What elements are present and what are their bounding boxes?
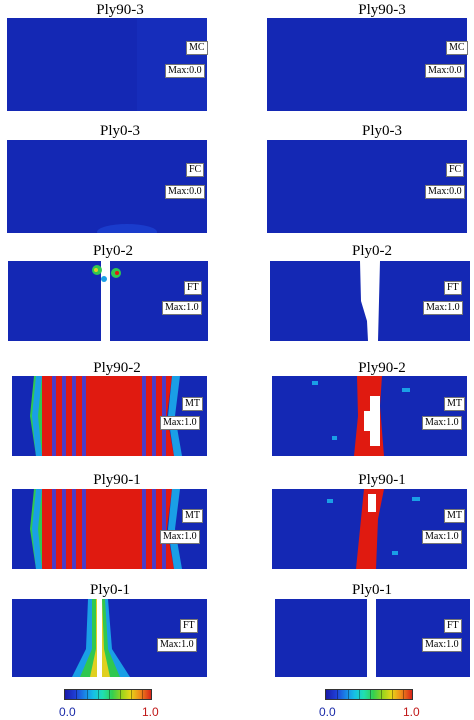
max-value-label: Max:0.0 — [165, 185, 205, 199]
max-value-label: Max:1.0 — [160, 416, 200, 430]
max-value-label: Max:1.0 — [422, 638, 462, 652]
colorbar-min-label: 0.0 — [319, 705, 336, 719]
panel-title: Ply0-3 — [361, 123, 402, 139]
max-value-label: Max:1.0 — [423, 301, 463, 315]
colorbar-legend-left — [64, 689, 152, 700]
failure-mode-label: FT — [184, 281, 202, 295]
failure-mode-label: MT — [444, 397, 465, 411]
failure-mode-label: FC — [186, 163, 205, 177]
failure-mode-label: FT — [444, 281, 462, 295]
panel-title: Ply0-1 — [351, 582, 392, 598]
failure-mode-label: MT — [444, 509, 465, 523]
contour-plot-ply90-2-left — [12, 376, 212, 469]
panel-title: Ply90-2 — [358, 360, 406, 376]
colorbar-legend-right — [325, 689, 413, 700]
max-value-label: Max:1.0 — [422, 530, 462, 544]
panel-title: Ply90-2 — [93, 360, 141, 376]
max-value-label: Max:1.0 — [422, 416, 462, 430]
failure-mode-label: FT — [180, 619, 198, 633]
panel-title: Ply90-3 — [358, 2, 406, 18]
panel-title: Ply0-3 — [99, 123, 140, 139]
contour-plot-ply90-1-right — [272, 489, 472, 582]
colorbar-max-label: 1.0 — [142, 705, 159, 719]
max-value-label: Max:0.0 — [425, 185, 465, 199]
contour-plot-ply0-1-left — [12, 599, 212, 692]
panel-title: Ply0-2 — [92, 243, 133, 259]
failure-mode-label: FT — [444, 619, 462, 633]
colorbar-max-label: 1.0 — [403, 705, 420, 719]
failure-mode-label: MC — [186, 41, 208, 55]
colorbar-min-label: 0.0 — [59, 705, 76, 719]
failure-mode-label: MT — [182, 397, 203, 411]
max-value-label: Max:1.0 — [157, 638, 197, 652]
max-value-label: Max:1.0 — [162, 301, 202, 315]
panel-title: Ply0-2 — [351, 243, 392, 259]
contour-plot-ply90-1-left — [12, 489, 212, 582]
panel-title: Ply90-1 — [93, 472, 141, 488]
panel-title: Ply90-3 — [96, 2, 144, 18]
max-value-label: Max:1.0 — [160, 530, 200, 544]
max-value-label: Max:0.0 — [165, 64, 205, 78]
max-value-label: Max:0.0 — [425, 64, 465, 78]
failure-mode-label: MT — [182, 509, 203, 523]
panel-title: Ply0-1 — [89, 582, 130, 598]
failure-mode-label: FC — [446, 163, 465, 177]
failure-mode-label: MC — [446, 41, 468, 55]
panel-title: Ply90-1 — [358, 472, 406, 488]
